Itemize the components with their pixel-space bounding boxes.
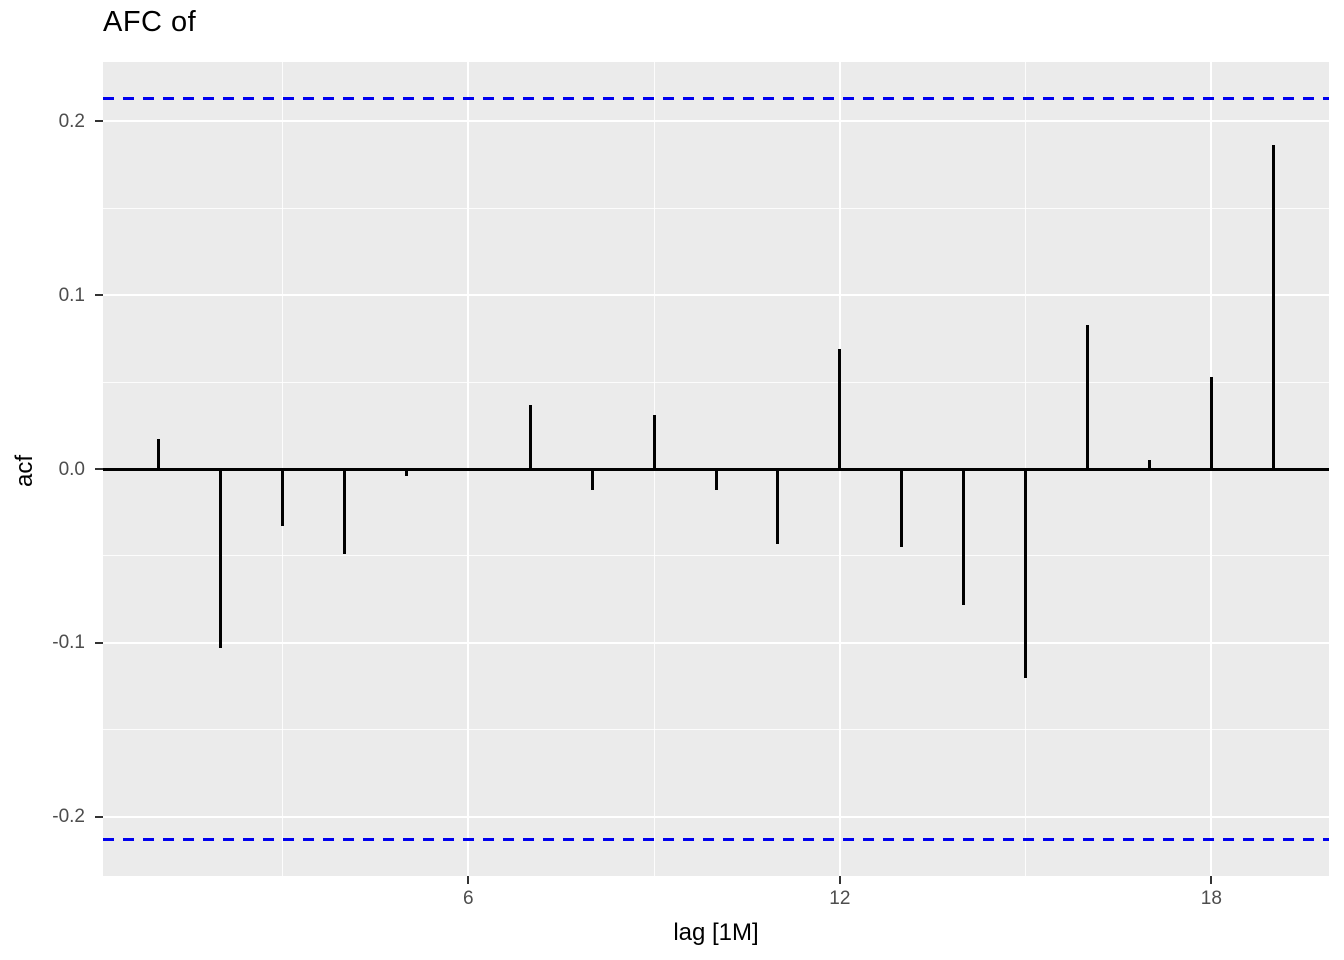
y-tick-mark	[95, 294, 103, 297]
acf-bar-lag-7	[528, 404, 532, 469]
y-tick-label: 0.2	[58, 110, 85, 132]
plot-title: AFC of	[103, 6, 197, 38]
x-tick-mark	[1210, 876, 1213, 884]
y-major-gridline	[103, 120, 1329, 123]
y-tick-label: -0.2	[52, 806, 85, 828]
y-tick-label: -0.1	[52, 632, 85, 654]
y-tick-label: 0.0	[58, 458, 85, 480]
y-major-gridline	[103, 294, 1329, 297]
acf-bar-lag-16	[1086, 324, 1089, 469]
acf-bar-lag-19	[1271, 145, 1275, 469]
y-tick-mark	[95, 641, 103, 644]
acf-bar-lag-8	[590, 469, 594, 490]
acf-bar-lag-2	[219, 469, 223, 649]
acf-bar-lag-14	[962, 469, 966, 605]
y-tick-label: 0.1	[58, 284, 85, 306]
y-tick-mark	[95, 120, 103, 123]
y-minor-gridline	[103, 207, 1329, 209]
x-tick-label: 12	[829, 888, 851, 909]
x-tick-label: 18	[1200, 888, 1222, 909]
y-tick-mark	[95, 815, 103, 818]
x-tick-mark	[467, 876, 470, 884]
y-minor-gridline	[103, 729, 1329, 731]
x-axis-title: lag [1M]	[673, 919, 759, 946]
upper-confidence-line	[103, 97, 1329, 101]
acf-bar-lag-15	[1024, 469, 1028, 678]
y-minor-gridline	[103, 381, 1329, 383]
lower-confidence-line	[103, 837, 1329, 841]
x-tick-mark	[838, 876, 841, 884]
acf-bar-lag-1	[157, 439, 161, 469]
y-tick-mark	[95, 468, 103, 470]
acf-bar-lag-18	[1209, 376, 1213, 469]
y-major-gridline	[103, 815, 1329, 818]
acf-bar-lag-9	[652, 415, 656, 469]
acf-bar-lag-3	[281, 469, 285, 527]
acf-bar-lag-5	[404, 469, 408, 476]
acf-bar-lag-12	[838, 348, 842, 469]
y-axis-title: acf	[11, 455, 38, 488]
y-minor-gridline	[103, 555, 1329, 557]
y-major-gridline	[103, 641, 1329, 644]
acf-bar-lag-13	[900, 469, 904, 548]
acf-bar-lag-10	[714, 469, 718, 490]
plot-panel	[103, 62, 1329, 876]
x-tick-label: 6	[463, 888, 474, 909]
acf-bar-lag-4	[342, 469, 346, 555]
acf-bar-lag-17	[1147, 460, 1151, 469]
acf-bar-lag-11	[776, 469, 780, 544]
